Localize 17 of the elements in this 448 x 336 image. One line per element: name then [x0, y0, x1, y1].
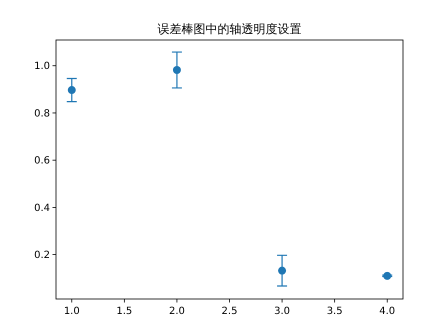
point [172, 66, 181, 74]
point [278, 266, 286, 275]
y-tick-label: 0.4 [34, 202, 50, 214]
chart-title: 误差棒图中的轴透明度设置 [158, 22, 302, 36]
x-tick-label: 2.5 [222, 306, 238, 317]
point [68, 86, 76, 94]
x-tick-label: 4.0 [379, 306, 396, 317]
y-tick-label: 0.2 [34, 250, 50, 262]
y-tick-label: 1.0 [34, 61, 50, 72]
y-tick-label: 0.8 [34, 108, 50, 120]
x-tick-label: 3.5 [326, 306, 343, 317]
x-tick-label: 1.5 [116, 306, 132, 317]
y-tick-label: 0.6 [34, 156, 50, 167]
point [383, 272, 392, 280]
x-tick-label: 3.0 [274, 306, 290, 317]
x-tick-label: 1.0 [64, 306, 80, 317]
x-tick-label: 2.0 [168, 306, 185, 317]
